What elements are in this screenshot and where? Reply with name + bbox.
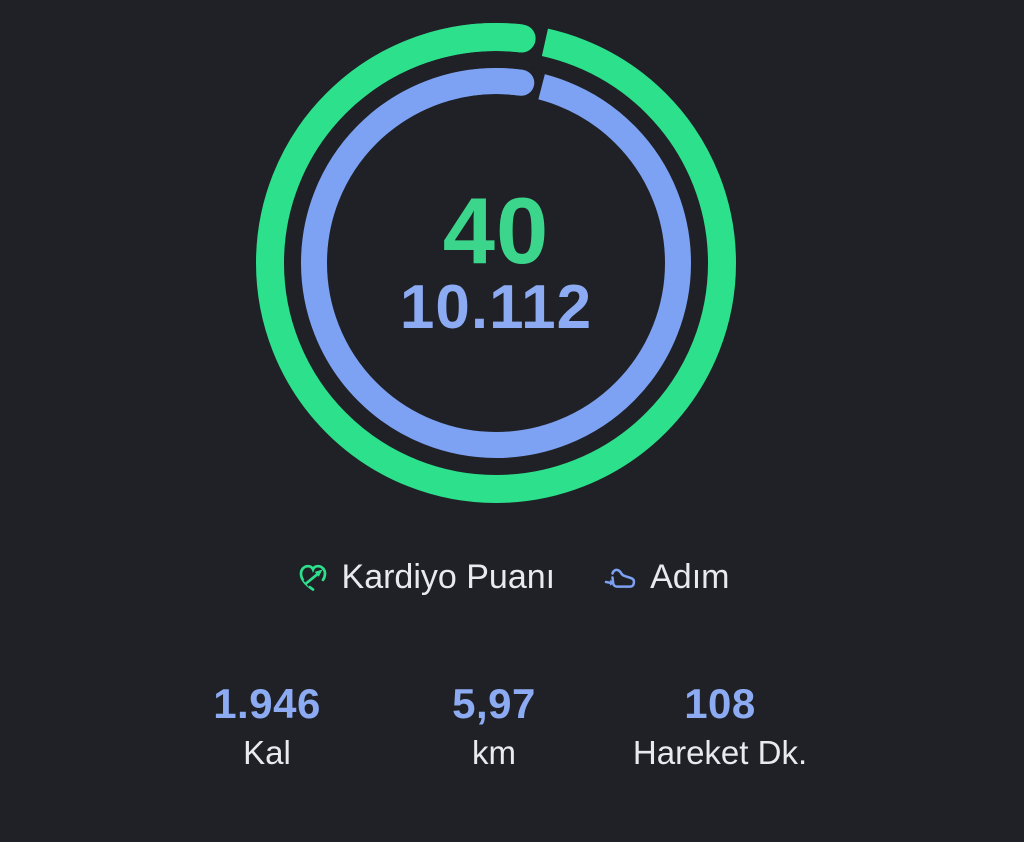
heart-points-value: 40 <box>442 178 550 283</box>
rings-legend: Kardiyo Puanı Adım <box>0 558 1024 597</box>
stat-distance-value: 5,97 <box>452 680 536 727</box>
stat-move-minutes[interactable]: 108 Hareket Dk. <box>633 680 807 773</box>
steps-ring <box>301 65 691 458</box>
stat-calories-value: 1.946 <box>213 680 321 727</box>
stat-calories-label: Kal <box>243 734 291 771</box>
stat-distance-label: km <box>472 734 516 771</box>
heart-points-ring-cap <box>336 23 536 104</box>
ring-center-values[interactable]: 40 10.112 <box>399 178 593 342</box>
heart-points-ring <box>256 20 736 503</box>
heart-points-icon <box>299 564 326 591</box>
steps-icon <box>604 568 636 588</box>
stat-distance[interactable]: 5,97 km <box>452 680 536 773</box>
legend-item-steps: Adım <box>603 558 729 597</box>
activity-rings-dial[interactable] <box>246 13 746 513</box>
steps-value: 10.112 <box>399 273 593 342</box>
stat-calories[interactable]: 1.946 Kal <box>213 680 321 773</box>
legend-label-steps: Adım <box>650 558 730 596</box>
legend-label-heart-points: Kardiyo Puanı <box>341 558 556 596</box>
steps-ring-cap <box>366 68 535 137</box>
legend-item-heart-points: Kardiyo Puanı <box>295 558 556 597</box>
stat-move-minutes-label: Hareket Dk. <box>632 734 808 771</box>
stat-move-minutes-value: 108 <box>684 680 756 727</box>
